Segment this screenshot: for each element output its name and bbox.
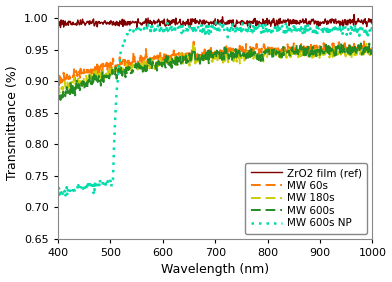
Line: ZrO2 film (ref): ZrO2 film (ref) (58, 15, 372, 28)
MW 60s (350, 45, 354, 49)
MW 60s (361, 46, 365, 49)
Line: MW 600s: MW 600s (58, 43, 372, 100)
MW 600s NP (307, 27, 312, 31)
MW 60s (362, 40, 367, 43)
MW 180s (307, 52, 311, 55)
MW 600s NP (56, 192, 60, 195)
MW 600s NP (350, 30, 355, 33)
MW 600s (370, 44, 375, 48)
ZrO2 film (ref) (307, 22, 311, 25)
ZrO2 film (ref) (350, 21, 354, 24)
ZrO2 film (ref) (56, 18, 60, 22)
MW 600s NP (63, 195, 67, 198)
Line: MW 180s: MW 180s (58, 44, 372, 93)
MW 180s (160, 62, 165, 66)
ZrO2 film (ref) (370, 22, 375, 26)
MW 600s (160, 65, 165, 68)
MW 600s NP (361, 26, 366, 29)
ZrO2 film (ref) (159, 19, 164, 23)
MW 180s (76, 80, 81, 83)
MW 600s (361, 45, 366, 48)
MW 60s (56, 84, 61, 87)
MW 600s (76, 82, 81, 86)
MW 600s (350, 50, 355, 54)
MW 600s NP (370, 30, 375, 33)
ZrO2 film (ref) (188, 26, 192, 30)
Legend: ZrO2 film (ref), MW 60s, MW 180s, MW 600s, MW 600s NP: ZrO2 film (ref), MW 60s, MW 180s, MW 600… (245, 163, 367, 234)
ZrO2 film (ref) (75, 18, 80, 22)
Line: MW 600s NP: MW 600s NP (58, 22, 372, 196)
MW 60s (160, 56, 165, 60)
MW 600s (326, 41, 331, 45)
MW 180s (56, 83, 60, 86)
MW 600s NP (76, 183, 81, 187)
MW 600s (115, 73, 120, 76)
MW 180s (350, 50, 354, 54)
MW 180s (364, 42, 369, 45)
MW 60s (56, 80, 60, 83)
MW 180s (57, 91, 62, 94)
MW 60s (115, 64, 120, 67)
ZrO2 film (ref) (361, 20, 366, 24)
Y-axis label: Transmittance (%): Transmittance (%) (5, 65, 18, 180)
Line: MW 60s: MW 60s (58, 41, 372, 85)
X-axis label: Wavelength (nm): Wavelength (nm) (161, 263, 269, 276)
MW 60s (76, 70, 81, 74)
MW 60s (370, 44, 375, 48)
MW 60s (307, 47, 311, 50)
MW 600s (56, 94, 60, 98)
MW 600s NP (115, 84, 120, 88)
MW 600s (58, 98, 63, 102)
MW 180s (115, 67, 120, 70)
MW 180s (370, 46, 375, 50)
MW 180s (361, 48, 365, 51)
MW 600s NP (160, 25, 165, 28)
MW 600s (307, 52, 311, 56)
MW 600s NP (213, 21, 218, 24)
ZrO2 film (ref) (114, 20, 119, 23)
ZrO2 film (ref) (352, 13, 356, 16)
